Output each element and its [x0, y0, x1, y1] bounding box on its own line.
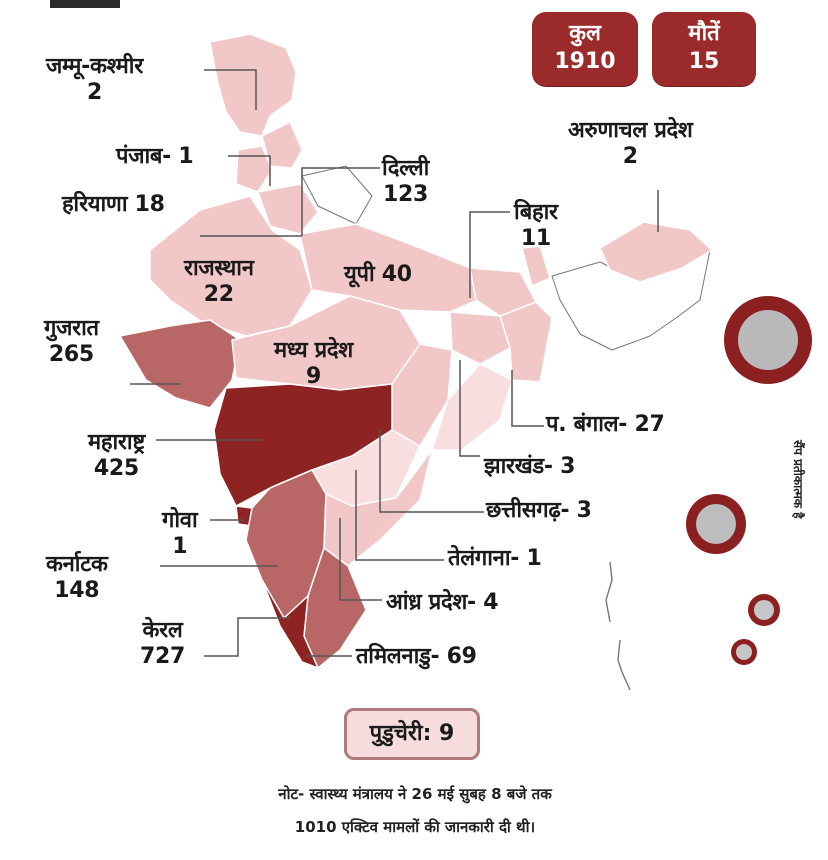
label-karnataka: कर्नाटक 148 — [46, 552, 108, 604]
region-uttar-pradesh — [299, 223, 487, 313]
deaths-badge: मौतें 15 — [652, 12, 756, 86]
label-jammu-kashmir: जम्मू-कश्मीर 2 — [46, 54, 143, 106]
delhi-value: 123 — [383, 182, 429, 207]
maharashtra-name: महाराष्ट्र — [88, 430, 145, 455]
delhi-name: दिल्ली — [382, 156, 430, 181]
label-goa: गोवा 1 — [162, 508, 198, 560]
region-haryana — [257, 183, 319, 235]
region-arunachal — [599, 221, 713, 283]
rajasthan-name: राजस्थान — [184, 256, 254, 281]
label-telangana: तेलंगाना- 1 — [448, 546, 542, 571]
arunachal-value: 2 — [622, 144, 638, 169]
virus-icon — [686, 296, 812, 665]
maharashtra-value: 425 — [93, 456, 139, 481]
total-cases-badge: कुल 1910 — [532, 12, 638, 86]
label-arunachal: अरुणाचल प्रदेश 2 — [568, 118, 693, 170]
mp-name: मध्य प्रदेश — [274, 338, 353, 363]
kerala-name: केरल — [142, 618, 183, 643]
goa-value: 1 — [172, 534, 188, 559]
label-maharashtra: महाराष्ट्र 425 — [88, 430, 145, 482]
symbolic-image-note: सैंप प्रतीकात्मक है — [791, 440, 805, 519]
deaths-label: मौतें — [688, 21, 720, 46]
region-west-bengal — [499, 301, 553, 383]
mp-value: 9 — [305, 364, 321, 389]
label-haryana: हरियाणा 18 — [62, 192, 165, 217]
arunachal-name: अरुणाचल प्रदेश — [568, 118, 693, 143]
deaths-value: 15 — [688, 49, 720, 74]
total-label: कुल — [569, 21, 601, 46]
bihar-name: बिहार — [514, 200, 558, 225]
gujarat-name: गुजरात — [44, 316, 99, 341]
label-rajasthan: राजस्थान 22 — [184, 256, 254, 308]
gujarat-value: 265 — [48, 342, 94, 367]
karnataka-value: 148 — [54, 578, 100, 603]
jk-name: जम्मू-कश्मीर — [46, 54, 143, 79]
region-kerala — [261, 579, 319, 669]
kerala-value: 727 — [140, 644, 186, 669]
rajasthan-value: 22 — [203, 282, 234, 307]
footnote-line-2: 1010 एक्टिव मामलों की जानकारी दी थी। — [294, 818, 536, 836]
footnote: नोट- स्वास्थ्य मंत्रालय ने 26 मई सुबह 8 … — [150, 778, 680, 844]
goa-name: गोवा — [162, 508, 198, 533]
total-value: 1910 — [554, 49, 616, 74]
label-chhattisgarh: छत्तीसगढ़- 3 — [486, 498, 592, 523]
region-rajasthan — [149, 195, 313, 337]
label-tamil-nadu: तमिलनाडु- 69 — [356, 644, 477, 669]
label-andhra-pradesh: आंध्र प्रदेश- 4 — [386, 590, 499, 615]
footnote-line-1: नोट- स्वास्थ्य मंत्रालय ने 26 मई सुबह 8 … — [278, 785, 552, 803]
jk-value: 2 — [86, 80, 102, 105]
region-punjab — [235, 145, 273, 193]
label-jharkhand: झारखंड- 3 — [484, 454, 576, 479]
label-madhya-pradesh: मध्य प्रदेश 9 — [274, 338, 353, 390]
puducherry-badge: पुडुचेरी: 9 — [344, 708, 480, 760]
label-kerala: केरल 727 — [140, 618, 185, 670]
label-bihar: बिहार 11 — [514, 200, 558, 252]
label-punjab: पंजाब- 1 — [116, 144, 194, 169]
label-gujarat: गुजरात 265 — [44, 316, 99, 368]
label-west-bengal: प. बंगाल- 27 — [546, 412, 665, 437]
region-sikkim — [521, 245, 551, 287]
header-bar — [50, 0, 120, 8]
region-jammu-kashmir — [209, 33, 297, 137]
label-delhi: दिल्ली 123 — [382, 156, 429, 208]
karnataka-name: कर्नाटक — [46, 552, 108, 577]
region-jharkhand — [449, 311, 511, 365]
label-up: यूपी 40 — [344, 262, 412, 287]
bihar-value: 11 — [520, 226, 551, 251]
region-gujarat — [119, 319, 241, 409]
